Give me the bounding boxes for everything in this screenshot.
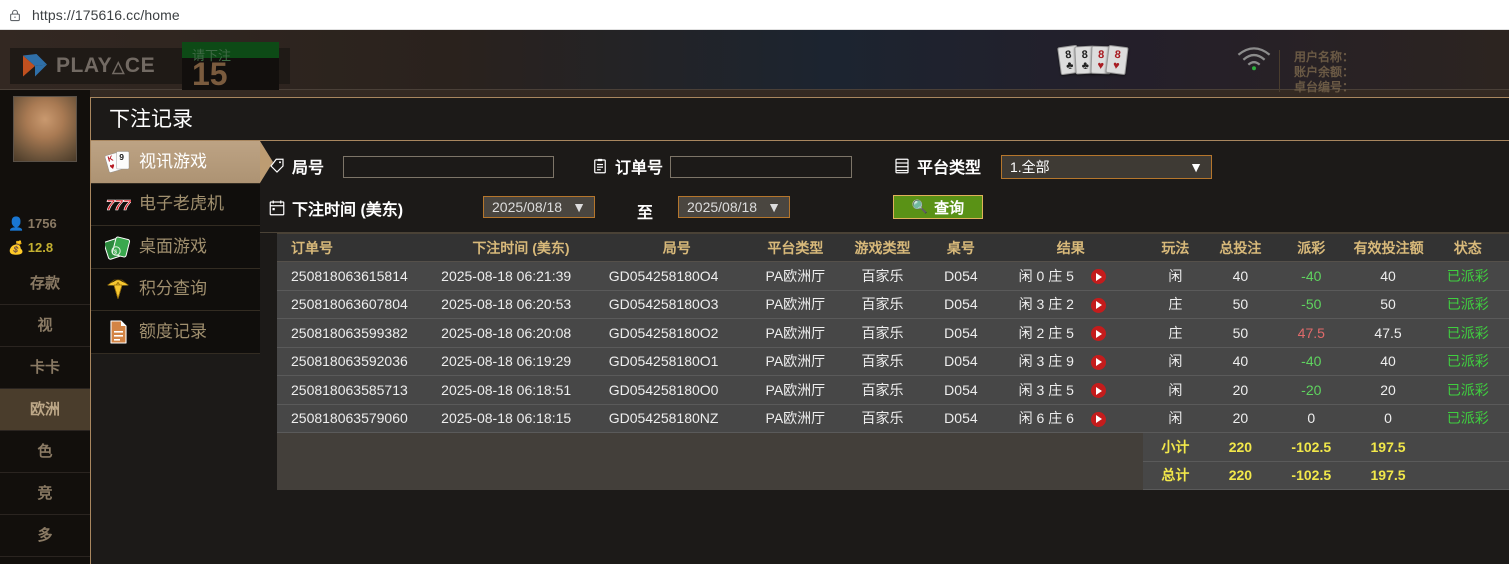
svg-text:$: $ xyxy=(114,249,117,255)
svg-text:777: 777 xyxy=(106,197,131,214)
svg-text:9: 9 xyxy=(119,152,124,162)
